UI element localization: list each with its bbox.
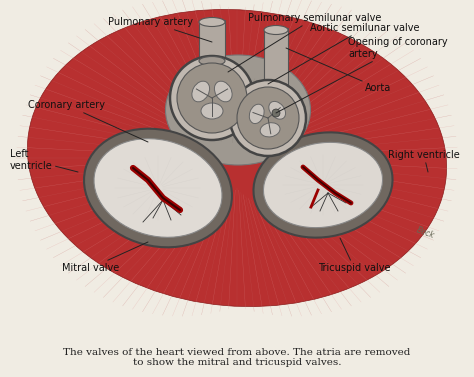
Text: The valves of the heart viewed from above. The atria are removed
to show the mit: The valves of the heart viewed from abov… — [64, 348, 410, 368]
Bar — [199, 20, 225, 61]
Ellipse shape — [269, 101, 285, 119]
Ellipse shape — [192, 81, 210, 102]
Circle shape — [170, 56, 254, 140]
Circle shape — [230, 80, 306, 156]
Text: Tricuspid valve: Tricuspid valve — [318, 238, 391, 273]
Ellipse shape — [201, 103, 223, 119]
Ellipse shape — [27, 9, 447, 307]
Ellipse shape — [264, 26, 288, 35]
Text: Right ventricle: Right ventricle — [388, 150, 460, 172]
Ellipse shape — [94, 139, 222, 238]
Ellipse shape — [214, 81, 232, 102]
Circle shape — [237, 87, 299, 149]
Ellipse shape — [260, 123, 280, 137]
Ellipse shape — [264, 143, 383, 228]
Circle shape — [272, 109, 280, 117]
Text: Left
ventricle: Left ventricle — [10, 149, 78, 172]
Ellipse shape — [254, 132, 392, 238]
Text: Coronary artery: Coronary artery — [28, 100, 148, 142]
Ellipse shape — [199, 57, 225, 66]
Bar — [264, 28, 288, 88]
Text: Pulmonary artery: Pulmonary artery — [108, 17, 212, 42]
Ellipse shape — [199, 17, 225, 26]
Ellipse shape — [249, 104, 264, 124]
Text: Aorta: Aorta — [286, 48, 391, 93]
Text: Aortic semilunar valve: Aortic semilunar valve — [268, 23, 419, 84]
Text: Opening of coronary
artery: Opening of coronary artery — [276, 37, 447, 113]
Ellipse shape — [165, 55, 310, 165]
Text: Mitral valve: Mitral valve — [62, 242, 148, 273]
Ellipse shape — [84, 129, 232, 247]
Text: Beck: Beck — [415, 225, 436, 240]
Circle shape — [177, 63, 247, 133]
Text: Pulmonary semilunar valve: Pulmonary semilunar valve — [228, 13, 382, 72]
